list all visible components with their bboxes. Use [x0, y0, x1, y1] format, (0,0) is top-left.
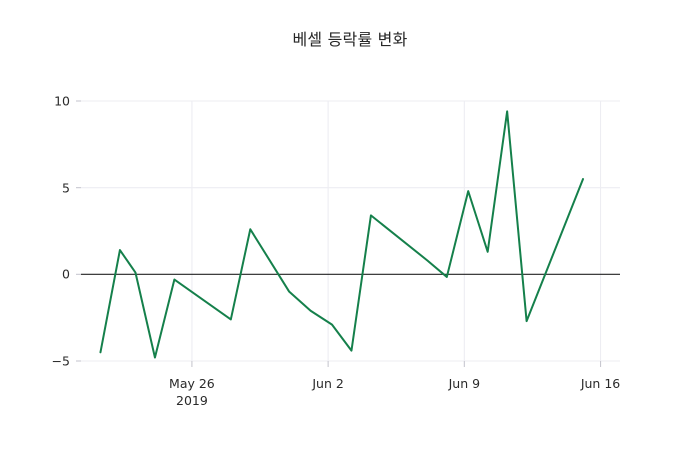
- x-axis-tick-label-main: Jun 9: [448, 376, 481, 391]
- y-axis-tick-marks: [76, 100, 81, 362]
- y-axis-tick-label: 10: [54, 93, 70, 109]
- horizontal-gridlines: [81, 100, 620, 362]
- data-series-line: [99, 110, 585, 359]
- y-axis-tick-label: 5: [62, 180, 70, 196]
- x-axis-tick-label-main: Jun 16: [580, 376, 621, 391]
- x-axis-tick-label: Jun 16: [541, 375, 661, 392]
- x-axis-tick-label-year: 2019: [176, 393, 208, 408]
- vertical-gridlines: [191, 101, 602, 361]
- x-axis-tick-label: Jun 9: [404, 375, 524, 392]
- x-axis-tick-marks: [191, 361, 602, 367]
- x-axis-tick-label-main: May 26: [169, 376, 215, 391]
- x-axis-tick-label-main: Jun 2: [312, 376, 344, 391]
- y-axis-tick-label: −5: [51, 353, 70, 369]
- x-axis-tick-label: May 26 2019: [132, 375, 252, 409]
- chart-title: 베셀 등락률 변화: [292, 30, 408, 49]
- y-axis-tick-label: 0: [62, 266, 70, 282]
- x-axis-tick-label: Jun 2: [268, 375, 388, 392]
